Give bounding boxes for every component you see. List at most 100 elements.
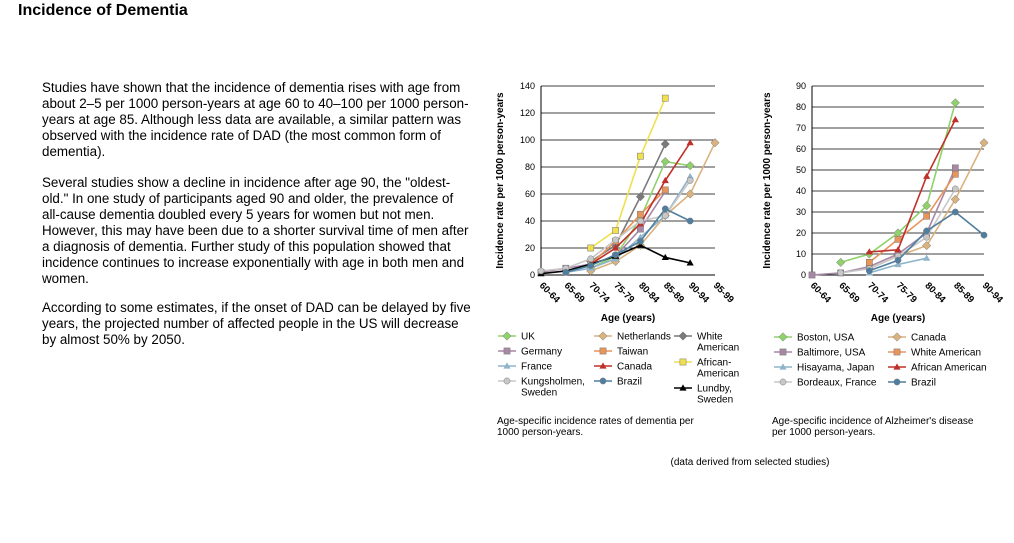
y-tick-label: 0 xyxy=(801,270,806,280)
y-axis-title: Incidence rate per 1000 person-years xyxy=(495,92,506,269)
x-axis-title: Age (years) xyxy=(601,313,655,324)
data-point xyxy=(894,235,902,243)
x-tick-label: 80-84 xyxy=(636,280,661,305)
legend-marker xyxy=(779,348,787,356)
legend-item: Netherlands xyxy=(594,331,671,343)
series-boston-usa xyxy=(836,98,960,267)
legend-marker xyxy=(892,332,902,342)
legend-label: Sweden xyxy=(521,388,557,399)
series-brazil xyxy=(865,208,988,275)
data-point xyxy=(923,227,931,235)
data-point xyxy=(636,241,645,248)
legend-label: Canada xyxy=(617,362,652,373)
legend-label: Taiwan xyxy=(617,347,648,358)
legend-label: American xyxy=(697,343,739,354)
data-point xyxy=(922,201,932,211)
x-tick-label: 65-69 xyxy=(562,280,587,305)
data-point xyxy=(865,248,873,255)
x-tick-label: 95-99 xyxy=(711,280,736,305)
legend-label: American xyxy=(697,369,739,380)
data-point xyxy=(923,172,931,179)
legend-label: Canada xyxy=(911,333,946,344)
data-point xyxy=(951,116,959,123)
data-point xyxy=(894,246,902,253)
legend-item: African American xyxy=(888,363,987,374)
legend-marker xyxy=(599,377,607,385)
legend-label: Brazil xyxy=(911,378,936,389)
series-line xyxy=(811,167,957,276)
data-point xyxy=(661,212,669,219)
legend-marker xyxy=(893,348,901,356)
legend-item: Lundby,Sweden xyxy=(674,384,733,406)
data-point xyxy=(587,255,595,263)
y-tick-label: 20 xyxy=(796,228,806,238)
data-point xyxy=(562,268,570,276)
x-tick-label: 70-74 xyxy=(587,280,612,305)
x-tick-label: 60-64 xyxy=(808,280,833,305)
series-line xyxy=(590,143,667,263)
x-tick-label: 85-89 xyxy=(661,280,686,305)
legend-item: Boston, USA xyxy=(774,332,855,344)
data-point xyxy=(808,271,816,279)
legend-marker xyxy=(599,362,607,369)
y-tick-label: 0 xyxy=(530,270,535,280)
y-tick-label: 120 xyxy=(520,108,535,118)
data-point xyxy=(951,164,959,172)
data-point xyxy=(686,177,694,184)
legend-item: Bordeaux, France xyxy=(774,378,877,389)
data-point xyxy=(612,251,619,259)
data-point xyxy=(865,267,873,275)
legend-item: African-American xyxy=(674,358,739,380)
data-point xyxy=(836,257,846,267)
data-point xyxy=(587,244,595,252)
data-point xyxy=(950,194,960,204)
data-point xyxy=(951,185,959,193)
data-point xyxy=(865,259,873,266)
data-point xyxy=(661,205,669,213)
x-tick-label: 75-79 xyxy=(894,280,919,305)
x-tick-label: 80-84 xyxy=(923,280,948,305)
data-point xyxy=(951,208,959,216)
y-tick-label: 20 xyxy=(525,243,535,253)
data-point xyxy=(660,157,670,167)
x-tick-label: 70-74 xyxy=(865,280,890,305)
data-point xyxy=(979,138,989,148)
legend-marker xyxy=(893,363,901,370)
intro-paragraph: Studies have shown that the incidence of… xyxy=(42,80,469,159)
data-point xyxy=(661,94,669,102)
legend-item: France xyxy=(498,362,553,373)
legend-marker xyxy=(679,384,687,391)
legend-label: Germany xyxy=(521,347,562,358)
y-tick-label: 60 xyxy=(525,189,535,199)
y-tick-label: 80 xyxy=(796,102,806,112)
legend-label: Baltimore, USA xyxy=(797,348,866,359)
series-line xyxy=(590,97,667,249)
legend-marker xyxy=(779,363,787,370)
legend-marker xyxy=(503,362,511,369)
legend-marker xyxy=(678,331,688,341)
chart-caption: per 1000 person-years. xyxy=(772,427,875,438)
legend-marker xyxy=(893,378,901,386)
legend-item: Canada xyxy=(888,332,946,344)
legend-marker xyxy=(599,347,607,355)
legend-item: UK xyxy=(498,331,535,343)
chart-caption: Age-specific incidence of Alzheimer's di… xyxy=(772,416,974,427)
legend-marker xyxy=(503,377,511,385)
data-point xyxy=(661,253,669,261)
legend-label: Hisayama, Japan xyxy=(797,363,874,374)
x-tick-label: 75-79 xyxy=(611,280,636,305)
data-point xyxy=(686,259,694,266)
data-point xyxy=(611,244,620,251)
data-point xyxy=(661,186,669,194)
legend-label: UK xyxy=(521,332,535,343)
data-point xyxy=(686,139,694,146)
legend-label: Boston, USA xyxy=(797,333,855,344)
chart-caption: 1000 person-years. xyxy=(497,427,583,438)
data-point xyxy=(894,256,902,264)
data-point xyxy=(661,176,669,184)
chart-1: 0 20 40 60 80 100 120 140 60-64 65-69 70-74 75-79 80… xyxy=(495,81,739,438)
data-point xyxy=(980,231,988,239)
y-tick-label: 70 xyxy=(796,123,806,133)
estimate-paragraph: According to some estimates, if the onse… xyxy=(42,300,471,347)
